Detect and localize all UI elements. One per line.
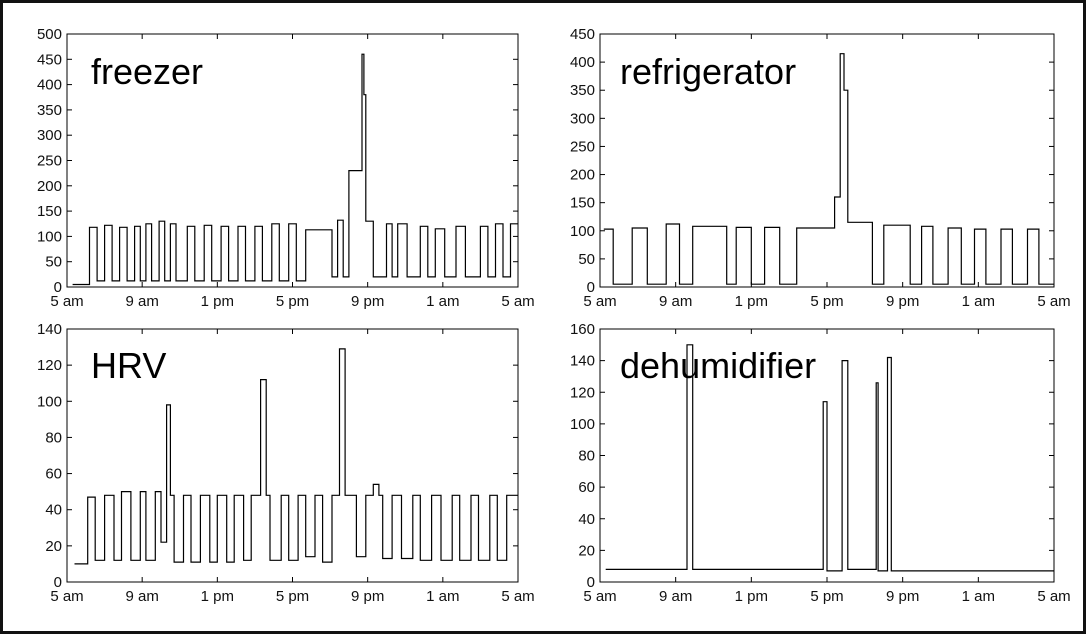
y-tick-label: 40 [578,511,595,528]
y-tick-label: 0 [54,574,62,591]
y-tick-label: 400 [570,54,595,71]
series-line-refrigerator [603,53,1054,285]
y-tick-label: 140 [37,321,62,338]
x-tick-label: 5 am [50,588,83,605]
y-tick-label: 20 [45,538,62,555]
x-tick-label: 9 am [659,588,692,605]
x-tick-label: 5 pm [810,293,843,310]
x-tick-label: 1 am [426,293,459,310]
x-tick-label: 9 am [125,293,158,310]
y-tick-label: 300 [37,127,62,144]
y-tick-label: 50 [45,254,62,271]
y-tick-label: 160 [570,321,595,338]
y-tick-label: 120 [570,384,595,401]
y-tick-label: 250 [37,153,62,170]
y-tick-label: 100 [37,228,62,245]
series-line-freezer [72,53,518,286]
y-tick-label: 100 [37,393,62,410]
y-tick-label: 350 [570,82,595,99]
x-tick-label: 5 pm [276,588,309,605]
y-tick-label: 100 [570,416,595,433]
chart-title: freezer [91,51,203,92]
chart-dehumidifier: 0 20 40 60 80 100 120 140 160 5 am 9 am 1 pm 5 pm 9 p… [570,321,1071,605]
y-tick-label: 250 [570,138,595,155]
y-tick-label: 0 [587,574,595,591]
x-tick-label: 9 pm [351,588,384,605]
chart-freezer: 0 50 100 150 200 250 300 350 400 450 500 5 am 9 am 1 … [37,26,535,310]
x-tick-label: 9 am [659,293,692,310]
y-tick-label: 450 [570,26,595,43]
chart-title: dehumidifier [620,345,816,386]
x-tick-label: 1 am [426,588,459,605]
y-tick-label: 450 [37,51,62,68]
y-tick-label: 50 [578,251,595,268]
y-tick-label: 150 [37,203,62,220]
x-tick-label: 1 pm [735,293,768,310]
y-tick-label: 150 [570,195,595,212]
series-line-hrv [74,348,518,565]
x-tick-label: 5 am [501,588,534,605]
chart-hrv: 0 20 40 60 80 100 120 140 5 am 9 am 1 pm 5 pm 9 pm 1 … [37,321,535,605]
y-tick-label: 120 [37,357,62,374]
x-tick-label: 5 am [583,588,616,605]
y-tick-label: 400 [37,77,62,94]
chart-title: HRV [91,345,166,386]
x-tick-label: 5 am [1037,293,1070,310]
y-tick-label: 140 [570,353,595,370]
x-tick-label: 5 pm [276,293,309,310]
y-tick-label: 500 [37,26,62,43]
x-tick-label: 9 pm [886,588,919,605]
x-tick-label: 5 am [1037,588,1070,605]
x-tick-label: 1 pm [201,588,234,605]
chart-refrigerator: 0 50 100 150 200 250 300 350 400 450 5 am 9 am 1 pm 5… [570,26,1071,310]
x-tick-label: 9 pm [886,293,919,310]
x-tick-label: 5 am [501,293,534,310]
y-tick-label: 300 [570,110,595,127]
y-tick-label: 60 [45,466,62,483]
x-tick-label: 9 pm [351,293,384,310]
chart-title: refrigerator [620,51,796,92]
y-tick-label: 80 [45,429,62,446]
x-tick-label: 5 pm [810,588,843,605]
y-tick-label: 20 [578,542,595,559]
y-tick-label: 40 [45,502,62,519]
y-tick-label: 0 [54,279,62,296]
x-tick-label: 1 pm [201,293,234,310]
y-tick-label: 350 [37,102,62,119]
x-tick-label: 9 am [125,588,158,605]
y-tick-label: 100 [570,223,595,240]
y-tick-label: 80 [578,448,595,465]
x-tick-label: 1 pm [735,588,768,605]
y-tick-label: 200 [37,178,62,195]
series-line-dehumidifier [605,344,1054,572]
x-tick-label: 5 am [583,293,616,310]
y-tick-label: 200 [570,167,595,184]
x-tick-label: 5 am [50,293,83,310]
y-tick-label: 0 [587,279,595,296]
y-tick-label: 60 [578,479,595,496]
x-tick-label: 1 am [962,293,995,310]
x-tick-label: 1 am [962,588,995,605]
